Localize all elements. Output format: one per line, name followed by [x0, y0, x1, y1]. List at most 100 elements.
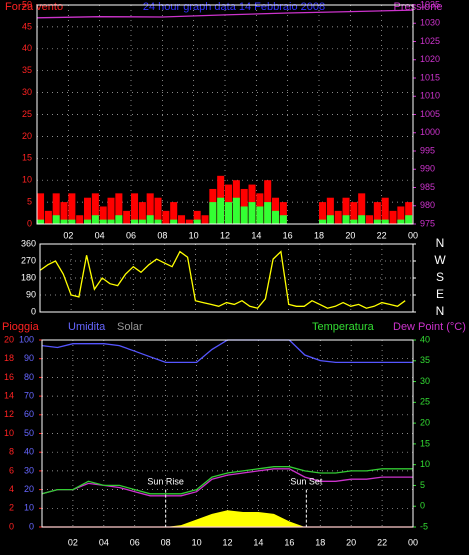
y2-tick-label: 1035	[420, 0, 440, 9]
y2-tick-label: 995	[420, 145, 435, 155]
bar	[373, 202, 381, 224]
y2-tick-label: 985	[420, 182, 435, 192]
bar	[170, 202, 178, 224]
bar	[44, 210, 52, 224]
bar	[405, 202, 413, 224]
bar	[52, 215, 60, 224]
y-tick-label: 40	[22, 43, 32, 53]
bar	[272, 210, 280, 224]
x-tick-label: 16	[284, 537, 294, 547]
bar	[256, 206, 264, 224]
x-tick-label: 02	[63, 230, 73, 240]
bar	[334, 210, 342, 224]
bar	[107, 219, 115, 224]
y3-tick-label: 8	[9, 447, 14, 457]
y3-tick-label: 4	[9, 484, 14, 494]
bar	[138, 202, 146, 224]
bar	[381, 197, 389, 224]
x-tick-label: 02	[68, 537, 78, 547]
x-tick-label: 22	[377, 537, 387, 547]
bar	[366, 215, 374, 224]
y2-tick-label: N	[436, 304, 445, 318]
y-tick-label: 360	[21, 238, 36, 248]
y-tick-label: 0	[27, 218, 32, 228]
y-tick-label: 70	[24, 390, 34, 400]
bar	[115, 193, 123, 224]
bar	[154, 197, 162, 224]
bar	[68, 219, 76, 224]
y2-tick-label: 5	[420, 480, 425, 490]
x-tick-label: 00	[408, 537, 418, 547]
bar	[107, 197, 115, 224]
y-tick-label: 25	[22, 109, 32, 119]
bar	[342, 197, 350, 224]
bar	[178, 215, 186, 224]
area	[42, 510, 413, 527]
y-tick-label: 40	[24, 447, 34, 457]
y-tick-label: 50	[22, 0, 32, 9]
y2-tick-label: E	[436, 287, 444, 301]
bar	[209, 202, 217, 224]
y3-tick-label: 16	[4, 372, 14, 382]
y2-tick-label: 1010	[420, 91, 440, 101]
rain-axis-label: Pioggia	[2, 321, 40, 333]
y2-tick-label: 25	[420, 397, 430, 407]
bar	[52, 193, 60, 224]
bar	[146, 193, 154, 224]
y2-tick-label: N	[436, 236, 445, 250]
bar	[37, 193, 45, 224]
y2-tick-label: 1025	[420, 36, 440, 46]
y-tick-label: 100	[19, 334, 34, 344]
bar	[154, 219, 162, 224]
bar	[91, 193, 99, 224]
x-tick-label: 22	[377, 230, 387, 240]
y-tick-label: 60	[24, 409, 34, 419]
bar	[358, 193, 366, 224]
y3-tick-label: 18	[4, 353, 14, 363]
bar	[389, 210, 397, 224]
y-tick-label: 30	[24, 465, 34, 475]
bar	[60, 219, 68, 224]
y2-tick-label: 20	[420, 417, 430, 427]
y3-tick-label: 2	[9, 503, 14, 513]
bar	[373, 219, 381, 224]
annotation: Sun Set	[290, 476, 323, 486]
y2-tick-label: 10	[420, 459, 430, 469]
x-tick-label: 06	[126, 230, 136, 240]
bar	[131, 219, 139, 224]
bar	[99, 206, 107, 224]
x-tick-label: 00	[408, 230, 418, 240]
y-tick-label: 10	[22, 175, 32, 185]
plot-frame	[41, 339, 414, 528]
y2-tick-label: 1020	[420, 54, 440, 64]
bar	[358, 215, 366, 224]
x-tick-label: 12	[220, 230, 230, 240]
x-tick-label: 14	[253, 537, 263, 547]
bar	[185, 219, 193, 224]
annotation: Sun Rise	[147, 476, 184, 486]
y2-tick-label: 30	[420, 376, 430, 386]
y2-tick-label: W	[434, 253, 446, 267]
bar	[84, 197, 92, 224]
bar	[60, 202, 68, 224]
x-tick-label: 14	[251, 230, 261, 240]
y-tick-label: 20	[24, 484, 34, 494]
bar	[201, 215, 209, 224]
y-tick-label: 90	[26, 289, 36, 299]
y2-tick-label: 40	[420, 334, 430, 344]
bar	[326, 215, 334, 224]
bar	[248, 202, 256, 224]
bar	[193, 219, 201, 224]
x-tick-label: 10	[192, 537, 202, 547]
y-tick-label: 20	[22, 131, 32, 141]
solar-axis-label: Solar	[117, 321, 143, 333]
plot-frame	[36, 4, 414, 225]
y-tick-label: 80	[24, 372, 34, 382]
x-tick-label: 20	[345, 230, 355, 240]
y-tick-label: 15	[22, 153, 32, 163]
y-tick-label: 5	[27, 196, 32, 206]
x-tick-label: 20	[346, 537, 356, 547]
bar	[405, 215, 413, 224]
y2-tick-label: 975	[420, 218, 435, 228]
plot-frame	[39, 243, 414, 313]
